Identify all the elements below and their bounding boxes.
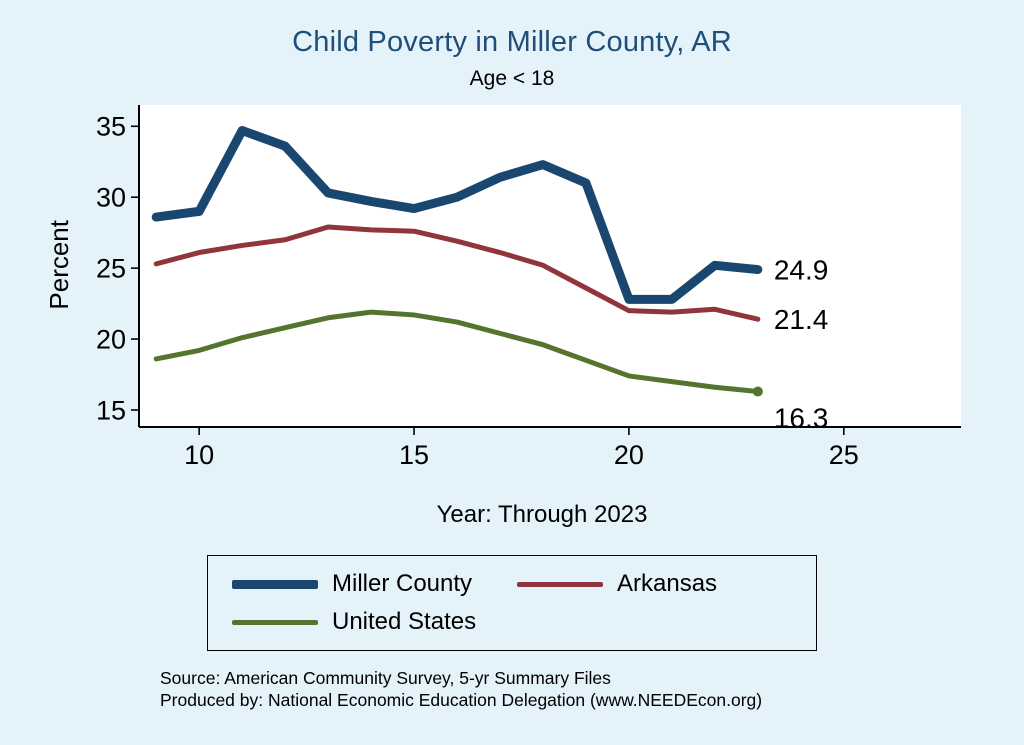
y-tick-label: 25 <box>96 254 126 284</box>
y-tick-label: 30 <box>96 183 126 213</box>
series-end-marker <box>752 386 763 397</box>
end-value-label: 16.3 <box>774 402 829 433</box>
chart-area: Percent 15 20 25 30 35 10 15 20 25 24.9 21.4 16.3 <box>0 95 1024 475</box>
series-line-united-states <box>153 309 761 395</box>
legend-line-arkansas <box>517 581 603 587</box>
y-axis-label: Percent <box>44 220 74 310</box>
legend-line-miller-county <box>232 579 318 589</box>
series-line-miller-county <box>151 126 763 304</box>
y-tick-label: 15 <box>96 395 126 425</box>
source-note: Source: American Community Survey, 5-yr … <box>160 667 1024 712</box>
legend-label-arkansas: Arkansas <box>617 570 718 597</box>
produced-by-line: Produced by: National Economic Education… <box>160 690 763 711</box>
source-line: Source: American Community Survey, 5-yr … <box>160 668 611 688</box>
end-value-label: 21.4 <box>774 304 829 335</box>
x-tick-label: 20 <box>614 440 644 470</box>
x-axis-label: Year: Through 2023 <box>436 501 648 528</box>
legend-label-united-states: United States <box>332 608 477 635</box>
plot-background <box>139 105 961 427</box>
legend-label-miller-county: Miller County <box>332 570 473 597</box>
legend-item-miller-county: Miller County <box>232 570 507 598</box>
x-tick-label: 15 <box>399 440 429 470</box>
line-chart: 15 20 25 30 35 10 15 20 25 24.9 21.4 16.3 <box>96 105 961 470</box>
legend: Miller County Arkansas United States <box>207 555 817 651</box>
chart-title: Child Poverty in Miller County, AR <box>292 26 732 58</box>
legend-item-arkansas: Arkansas <box>517 570 792 598</box>
legend-item-united-states: United States <box>232 608 507 636</box>
x-tick-label: 25 <box>829 440 859 470</box>
chart-subtitle: Age < 18 <box>469 67 555 90</box>
end-value-label: 24.9 <box>774 254 829 285</box>
series-line-arkansas <box>153 224 761 322</box>
y-tick-label: 35 <box>96 112 126 142</box>
legend-line-united-states <box>232 619 318 625</box>
y-tick-label: 20 <box>96 325 126 355</box>
x-tick-label: 10 <box>184 440 214 470</box>
